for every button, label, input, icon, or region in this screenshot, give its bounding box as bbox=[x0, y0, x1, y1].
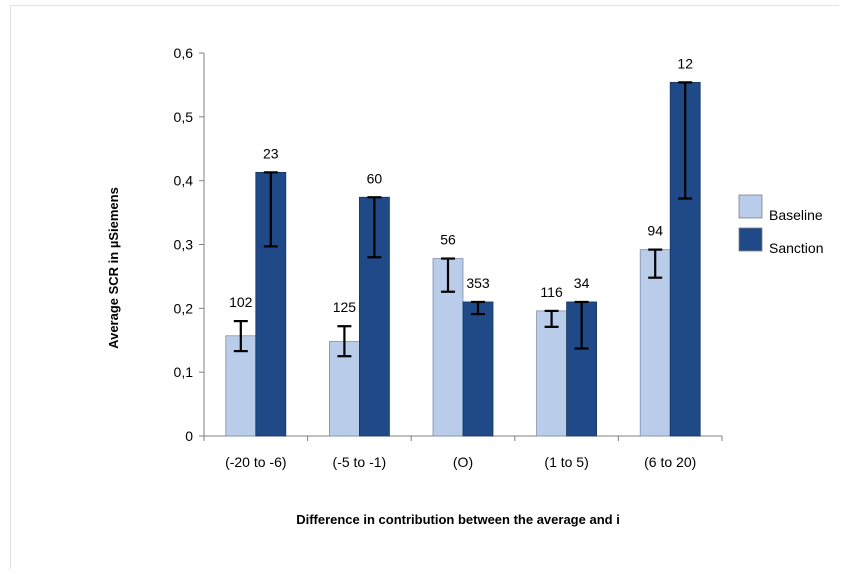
y-axis-title: Average SCR in µSiemens bbox=[106, 187, 121, 349]
data-label: 353 bbox=[466, 275, 490, 291]
bars bbox=[225, 81, 701, 437]
data-label: 12 bbox=[677, 55, 693, 71]
y-tick-label: 0,4 bbox=[174, 173, 194, 189]
x-tick-label: (-5 to -1) bbox=[333, 454, 387, 470]
x-tick-label: (1 to 5) bbox=[544, 454, 588, 470]
legend-label-baseline: Baseline bbox=[769, 207, 823, 223]
data-label: 34 bbox=[574, 275, 590, 291]
data-label: 60 bbox=[367, 170, 383, 186]
data-label: 125 bbox=[333, 299, 357, 315]
bar-sanction bbox=[462, 301, 494, 437]
x-tick-labels: (-20 to -6) (-5 to -1) (O) (1 to 5) (6 to 20… bbox=[225, 454, 696, 470]
data-label: 102 bbox=[229, 294, 253, 310]
data-label: 56 bbox=[440, 232, 456, 248]
x-tick-label: (-20 to -6) bbox=[225, 454, 286, 470]
y-tick-label: 0 bbox=[185, 428, 193, 444]
y-tick-label: 0,2 bbox=[174, 300, 194, 316]
bar-baseline bbox=[536, 310, 567, 437]
data-label: 94 bbox=[647, 223, 663, 239]
data-label: 23 bbox=[263, 145, 279, 161]
y-tick-labels: 0 0,1 0,2 0,3 0,4 0,5 0,6 bbox=[174, 45, 194, 444]
bar-sanction bbox=[358, 196, 390, 437]
legend-swatch-sanction bbox=[738, 227, 763, 252]
y-tick-label: 0,6 bbox=[174, 45, 194, 61]
y-tick-label: 0,5 bbox=[174, 109, 194, 125]
x-axis-title: Difference in contribution between the a… bbox=[296, 512, 620, 527]
x-tick-label: (6 to 20) bbox=[644, 454, 696, 470]
y-tick-label: 0,3 bbox=[174, 237, 194, 253]
bar-sanction bbox=[255, 171, 287, 437]
bar-baseline bbox=[639, 249, 671, 437]
legend-label-sanction: Sanction bbox=[769, 240, 823, 256]
data-label: 116 bbox=[540, 284, 563, 300]
x-tick-label: (O) bbox=[453, 454, 473, 470]
data-labels: 102 125 56 116 94 23 60 353 34 12 bbox=[229, 55, 693, 315]
chart-frame bbox=[10, 5, 839, 569]
legend: Baseline Sanction bbox=[738, 194, 823, 256]
error-bars bbox=[233, 81, 693, 358]
bar-baseline bbox=[225, 335, 257, 437]
y-tick-label: 0,1 bbox=[174, 364, 194, 380]
legend-swatch-baseline bbox=[738, 194, 763, 219]
